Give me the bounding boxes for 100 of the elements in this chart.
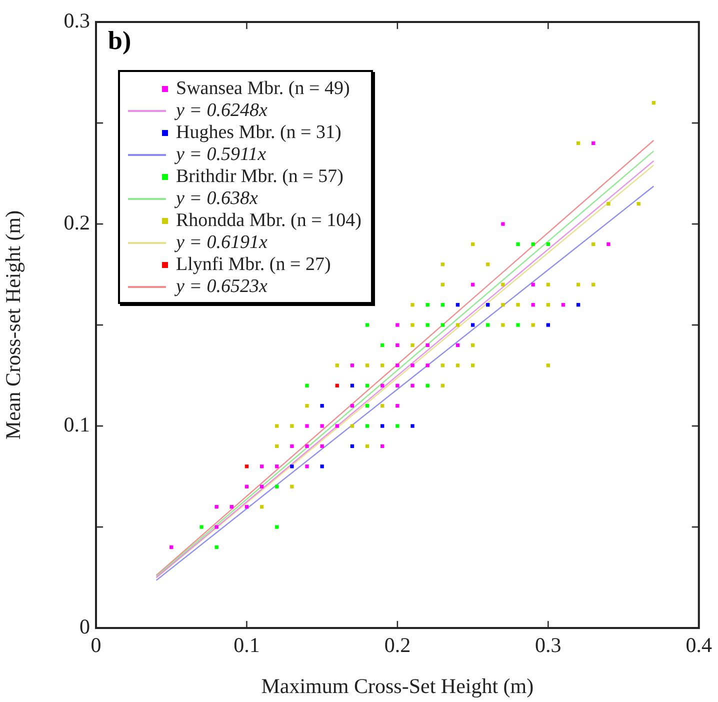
point [350, 384, 354, 388]
point [275, 444, 279, 448]
point [470, 242, 475, 246]
point [426, 323, 430, 327]
x-tick-label: 0.4 [686, 633, 712, 658]
point [531, 323, 535, 327]
point [396, 343, 400, 348]
point [440, 282, 444, 286]
point [170, 545, 174, 550]
point [320, 444, 324, 448]
point [486, 262, 490, 266]
point [214, 525, 218, 529]
point [365, 404, 370, 408]
point [440, 384, 444, 388]
legend-label: Rhondda Mbr. (n = 104) [176, 210, 362, 232]
y-tick-label: 0 [80, 614, 90, 639]
point [456, 343, 460, 348]
legend-label: y = 0.6523x [176, 276, 268, 298]
point [576, 302, 580, 307]
x-axis-title: Maximum Cross-Set Height (m) [261, 674, 534, 698]
point [426, 364, 430, 368]
point [275, 484, 279, 488]
point [516, 242, 520, 246]
point [652, 100, 656, 105]
legend-label: Llynfi Mbr. (n = 27) [176, 254, 331, 276]
point [576, 141, 580, 146]
point [290, 424, 294, 428]
point [290, 464, 294, 468]
point [440, 323, 444, 327]
point [606, 202, 610, 206]
point [440, 302, 444, 307]
legend-label: Swansea Mbr. (n = 49) [176, 78, 350, 100]
point [426, 384, 430, 388]
point [350, 444, 354, 448]
point [380, 384, 384, 388]
point [396, 364, 400, 368]
point [561, 302, 566, 307]
point [486, 323, 490, 327]
point [305, 384, 309, 388]
legend-label: Brithdir Mbr. (n = 57) [176, 166, 344, 188]
x-tick-label: 0.1 [234, 633, 260, 658]
point [546, 364, 550, 368]
point [380, 424, 384, 428]
point [516, 323, 520, 327]
point [244, 484, 249, 488]
point [365, 444, 370, 448]
point [546, 302, 550, 307]
point [456, 323, 460, 327]
point [260, 504, 264, 509]
point [501, 222, 505, 226]
point [396, 384, 400, 388]
point [410, 323, 414, 327]
point [440, 364, 444, 368]
point [305, 424, 309, 428]
point [501, 323, 505, 327]
legend-label: y = 0.6191x [176, 232, 268, 254]
point [320, 424, 324, 428]
point [501, 302, 505, 307]
point [350, 404, 354, 408]
point [636, 202, 640, 206]
point [531, 242, 535, 246]
point [592, 242, 596, 246]
y-axis-title: Mean Cross-set Height (m) [1, 210, 26, 440]
point [501, 282, 505, 286]
point [592, 282, 596, 286]
legend-label: Hughes Mbr. (n = 31) [176, 122, 342, 144]
point [486, 302, 490, 307]
point [260, 464, 264, 468]
point [410, 302, 414, 307]
point [335, 364, 339, 368]
point [320, 404, 324, 408]
point [592, 141, 596, 146]
legend-label: y = 0.6248x [176, 100, 268, 122]
annotation: b) [108, 26, 132, 55]
point [410, 343, 414, 348]
point [456, 364, 460, 368]
point [305, 464, 309, 468]
point [546, 323, 550, 327]
point [305, 404, 309, 408]
point [365, 364, 370, 368]
point [470, 323, 475, 327]
point [244, 504, 249, 509]
y-tick-label: 0.3 [64, 8, 90, 33]
y-tick-label: 0.1 [64, 412, 90, 437]
point [410, 384, 414, 388]
point [350, 364, 354, 368]
point [426, 343, 430, 348]
point [244, 464, 249, 468]
point [275, 424, 279, 428]
point [380, 364, 384, 368]
point [531, 282, 535, 286]
point [531, 302, 535, 307]
point [275, 464, 279, 468]
point [335, 424, 339, 428]
point [320, 464, 324, 468]
point [214, 504, 218, 509]
point [470, 364, 475, 368]
legend-label: y = 0.638x [176, 188, 258, 210]
point [410, 364, 414, 368]
point [606, 242, 610, 246]
